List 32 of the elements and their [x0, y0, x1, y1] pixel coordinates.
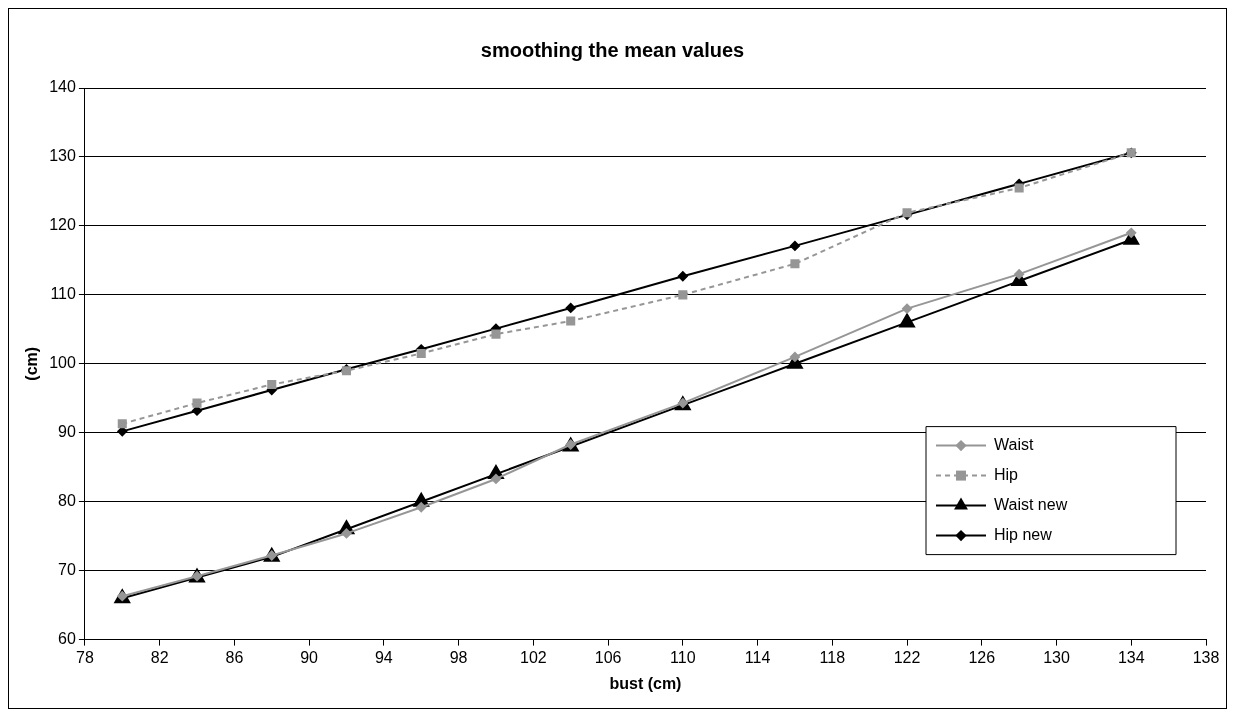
legend-label: Waist [994, 436, 1034, 454]
x-tick-label: 138 [1192, 648, 1220, 666]
x-tick-label: 134 [1117, 648, 1145, 666]
x-tick-label: 86 [225, 648, 244, 666]
x-tick-label: 106 [594, 648, 622, 666]
y-tick-label: 70 [58, 561, 76, 579]
y-tick-label: 120 [49, 216, 76, 234]
x-tick-label: 122 [893, 648, 921, 666]
y-axis-title: (cm) [23, 346, 41, 381]
legend-label: Hip [994, 466, 1019, 484]
x-tick-label: 130 [1043, 648, 1070, 666]
y-tick-label: 100 [49, 354, 76, 372]
x-tick-label: 118 [819, 648, 846, 666]
x-tick-label: 78 [76, 648, 94, 666]
x-axis-title: bust (cm) [609, 674, 682, 692]
x-tick-label: 98 [449, 648, 468, 666]
y-tick-label: 90 [58, 423, 76, 441]
x-tick-label: 90 [300, 648, 319, 666]
y-tick-label: 140 [49, 78, 76, 96]
y-tick-label: 110 [50, 285, 76, 303]
legend-label: Waist new [994, 496, 1068, 514]
x-tick-label: 114 [744, 648, 771, 666]
x-tick-label: 82 [150, 648, 169, 666]
y-tick-label: 60 [58, 630, 76, 648]
y-tick-label: 130 [49, 147, 76, 165]
x-tick-label: 94 [374, 648, 393, 666]
x-tick-label: 126 [968, 648, 996, 666]
x-tick-label: 102 [519, 648, 547, 666]
chart-title: smoothing the mean values [480, 38, 745, 61]
x-tick-label: 110 [670, 648, 696, 666]
legend-label: Hip new [994, 526, 1053, 544]
y-tick-label: 80 [58, 492, 76, 510]
